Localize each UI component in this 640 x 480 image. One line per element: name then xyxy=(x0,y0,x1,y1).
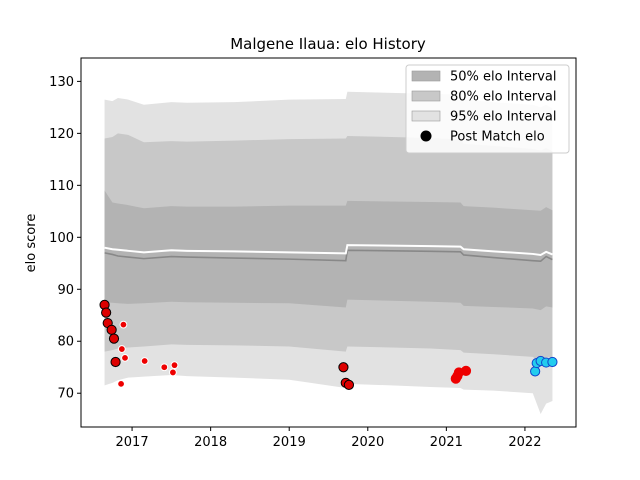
x-axis: 2017 2018 2019 2020 2021 2022 xyxy=(116,427,541,450)
legend-label: Post Match elo xyxy=(450,130,545,145)
post-match-point xyxy=(170,361,179,370)
post-match-point xyxy=(547,356,558,368)
legend: 50% elo Interval 80% elo Interval 95% elo … xyxy=(405,64,570,154)
post-match-point xyxy=(106,324,117,335)
interval-bands xyxy=(104,91,553,415)
post-match-point xyxy=(119,320,128,329)
series-line-mean xyxy=(104,249,553,263)
legend-swatch xyxy=(411,70,441,82)
legend-swatch xyxy=(411,90,441,102)
y-tick-label: 70 xyxy=(57,387,74,402)
legend-label: 80% elo Interval xyxy=(450,90,557,105)
x-tick-label: 2018 xyxy=(194,435,227,450)
band-50pct xyxy=(104,190,553,311)
post-match-point xyxy=(117,345,126,353)
x-tick-label: 2022 xyxy=(508,435,541,450)
legend-box xyxy=(405,64,570,154)
post-match-point xyxy=(530,366,541,377)
series-line-prior xyxy=(104,244,553,257)
y-tick-label: 120 xyxy=(49,127,74,142)
post-match-point xyxy=(121,353,129,362)
y-tick-label: 90 xyxy=(57,283,74,298)
y-tick-label: 100 xyxy=(49,231,74,246)
legend-label: 95% elo Interval xyxy=(450,110,557,125)
post-match-point xyxy=(160,363,169,372)
x-tick-label: 2021 xyxy=(430,435,463,450)
post-match-point xyxy=(110,356,121,368)
x-tick-label: 2020 xyxy=(351,435,384,450)
y-tick-label: 110 xyxy=(49,179,74,194)
post-match-point xyxy=(101,307,112,318)
post-match-point xyxy=(460,365,472,376)
y-tick-label: 80 xyxy=(57,335,74,350)
y-axis: 70 80 90 100 110 120 130 xyxy=(49,75,81,402)
legend-swatch xyxy=(411,110,441,122)
x-tick-label: 2019 xyxy=(273,435,306,450)
chart-title: Malgene Ilaua: elo History xyxy=(230,35,426,53)
y-axis-label: elo score xyxy=(24,214,39,273)
post-match-point xyxy=(140,357,149,365)
post-match-point xyxy=(338,362,349,373)
post-match-point xyxy=(108,333,120,344)
x-tick-label: 2017 xyxy=(116,435,149,450)
post-match-point xyxy=(343,379,355,391)
legend-marker xyxy=(420,130,432,142)
elo-lines xyxy=(104,244,553,263)
axes-frame xyxy=(80,57,577,428)
post-match-points xyxy=(99,299,558,391)
legend-label: 50% elo Interval xyxy=(450,70,557,85)
post-match-point xyxy=(117,379,125,388)
post-match-point xyxy=(169,368,177,377)
y-tick-label: 130 xyxy=(49,75,74,90)
